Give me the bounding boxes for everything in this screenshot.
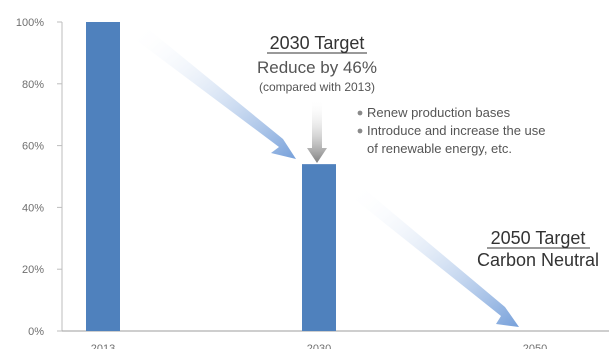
y-tick-label: 80%	[22, 79, 44, 91]
target-2050-line1: Carbon Neutral	[477, 250, 599, 270]
bullet-icon	[357, 128, 363, 134]
bars	[86, 22, 336, 331]
measure-item-2-continued: of renewable energy, etc.	[367, 141, 512, 156]
trend-arrow-2013-2030	[136, 28, 296, 159]
bar-2030	[302, 164, 336, 331]
target-2030-line1: Reduce by 46%	[257, 58, 377, 77]
measure-item-1: Renew production bases	[367, 105, 511, 120]
x-axis-labels: 2013 2030 2050	[91, 343, 547, 354]
bullet-icon	[357, 110, 363, 116]
measures-list: Renew production bases Introduce and inc…	[357, 105, 546, 156]
y-tick-label: 0%	[28, 326, 44, 338]
target-2050-annotation: 2050 Target Carbon Neutral	[477, 228, 599, 270]
y-tick-label: 60%	[22, 141, 44, 153]
y-tick-label: 20%	[22, 264, 44, 276]
target-2050-title: 2050 Target	[491, 228, 586, 248]
measure-item-2: Introduce and increase the use	[367, 123, 546, 138]
y-tick-label: 40%	[22, 202, 44, 214]
bar-2013	[86, 22, 120, 331]
trend-arrow-2030-2050	[353, 187, 519, 327]
x-tick-label: 2013	[91, 343, 115, 349]
down-arrow-icon	[307, 99, 327, 163]
target-2030-annotation: 2030 Target Reduce by 46% (compared with…	[257, 33, 377, 94]
x-tick-label: 2050	[523, 343, 547, 349]
target-2030-line2: (compared with 2013)	[259, 80, 375, 94]
y-tick-label: 100%	[16, 17, 44, 29]
target-2030-title: 2030 Target	[270, 33, 365, 53]
y-axis: 0% 20% 40% 60% 80% 100%	[16, 17, 63, 338]
x-tick-label: 2030	[307, 343, 331, 349]
